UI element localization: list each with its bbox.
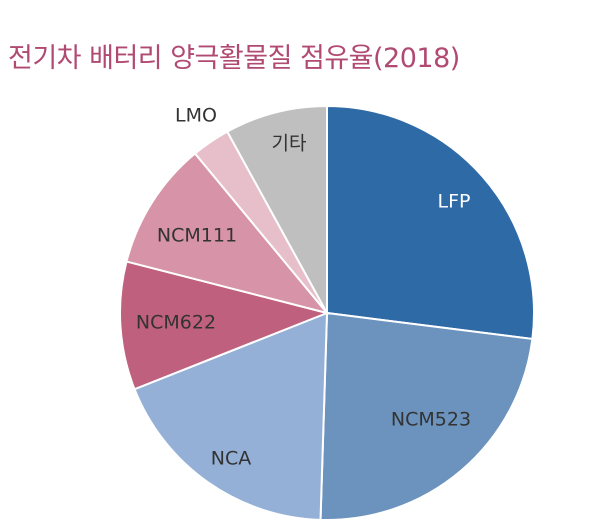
pie-slice-2 [133,311,329,521]
slice-label-4: NCM111 [157,225,237,247]
slice-label-3: NCM622 [136,312,216,334]
slice-label-1: NCM523 [391,409,471,431]
pie-slice-4 [125,152,330,315]
pie-slice-1 [319,311,534,521]
slice-label-6: 기타 [272,133,307,155]
slice-label-2: NCA [211,448,251,470]
pie-slice-6 [225,104,328,314]
chart-title: 전기차 배터리 양극활물질 점유율(2018) [8,43,460,74]
slice-label-5: LMO [175,105,217,127]
pie-slice-0 [326,104,535,341]
pie-slice-3 [119,260,331,391]
slice-label-0: LFP [438,191,471,213]
